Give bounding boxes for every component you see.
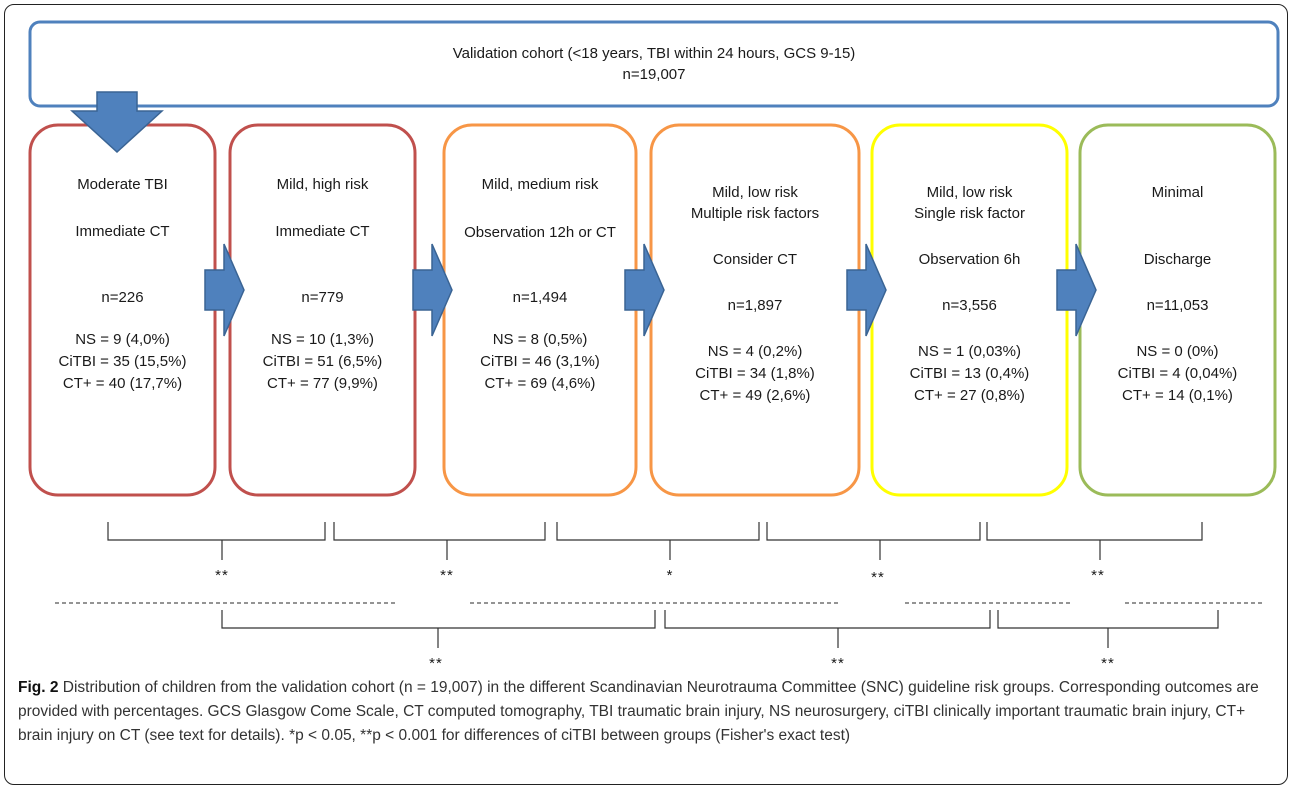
bracket-combined-1	[221, 610, 656, 648]
group-n: n=226	[101, 289, 144, 306]
bracket-combined-3	[997, 610, 1219, 648]
group-citbi: CiTBI = 35 (15,5%)	[58, 353, 187, 370]
group-subcategory: Single risk factor	[914, 205, 1025, 222]
cohort-title: Validation cohort (<18 years, TBI within…	[452, 45, 856, 62]
comparison-brackets-combined	[221, 610, 1219, 648]
group-ctplus: CT+ = 40 (17,7%)	[62, 375, 183, 392]
group-n: n=779	[301, 289, 344, 306]
significance-marker: **	[1091, 567, 1105, 584]
group-category: Mild, low risk	[926, 184, 1013, 201]
group-category: Minimal	[1151, 184, 1204, 201]
group-category: Mild, high risk	[276, 176, 369, 193]
right-arrow-icon	[846, 243, 887, 337]
right-arrow-icon	[1056, 243, 1097, 337]
figure-caption: Fig. 2 Distribution of children from the…	[18, 676, 1280, 748]
group-action: Observation 12h or CT	[464, 224, 616, 241]
group-action: Consider CT	[712, 251, 798, 268]
bracket-combined-2	[664, 610, 991, 648]
caption-label: Fig. 2	[18, 679, 59, 696]
group-action: Immediate CT	[275, 223, 370, 240]
group-ns: NS = 10 (1,3%)	[271, 331, 374, 348]
group-ns: NS = 1 (0,03%)	[918, 343, 1021, 360]
group-category: Moderate TBI	[77, 176, 168, 193]
group-action: Observation 6h	[918, 251, 1021, 268]
cohort-count: n=19,007	[622, 66, 686, 83]
cohort-box	[28, 20, 1280, 108]
group-n: n=3,556	[942, 297, 997, 314]
group-ctplus: CT+ = 69 (4,6%)	[484, 375, 596, 392]
group-citbi: CiTBI = 46 (3,1%)	[480, 353, 600, 370]
group-ns: NS = 8 (0,5%)	[492, 331, 588, 348]
significance-marker: **	[871, 569, 885, 586]
group-ns: NS = 4 (0,2%)	[707, 343, 803, 360]
bracket-2-3	[333, 522, 546, 560]
significance-marker: **	[429, 655, 443, 672]
group-ctplus: CT+ = 14 (0,1%)	[1122, 387, 1233, 404]
right-arrow-icon	[204, 243, 245, 337]
significance-marker: **	[1101, 655, 1115, 672]
bracket-1-2	[107, 522, 326, 560]
figure-frame	[4, 4, 1288, 785]
caption-text: Distribution of children from the valida…	[18, 679, 1259, 744]
group-n: n=1,494	[512, 289, 568, 306]
group-action: Discharge	[1143, 251, 1212, 268]
bracket-3-4	[556, 522, 760, 560]
group-ns: NS = 0 (0%)	[1136, 343, 1219, 360]
group-citbi: CiTBI = 34 (1,8%)	[695, 365, 815, 382]
bracket-5-6	[986, 522, 1203, 560]
group-ns: NS = 9 (4,0%)	[75, 331, 170, 348]
group-category: Mild, medium risk	[481, 176, 599, 193]
group-citbi: CiTBI = 4 (0,04%)	[1117, 365, 1238, 382]
bracket-4-5	[766, 522, 981, 560]
group-ctplus: CT+ = 77 (9,9%)	[267, 375, 378, 392]
group-citbi: CiTBI = 51 (6,5%)	[262, 353, 383, 370]
group-n: n=11,053	[1146, 297, 1209, 314]
significance-marker: **	[440, 567, 454, 584]
group-ctplus: CT+ = 49 (2,6%)	[699, 387, 811, 404]
significance-marker: *	[666, 567, 674, 584]
group-n: n=1,897	[727, 297, 783, 314]
group-action: Immediate CT	[75, 223, 170, 240]
right-arrow-icon	[412, 243, 453, 337]
down-arrow-icon	[70, 91, 164, 154]
group-ctplus: CT+ = 27 (0,8%)	[914, 387, 1025, 404]
comparison-brackets-adjacent	[107, 522, 1203, 560]
group-subcategory: Multiple risk factors	[690, 205, 820, 222]
significance-marker: **	[215, 567, 229, 584]
significance-marker: **	[831, 655, 845, 672]
group-citbi: CiTBI = 13 (0,4%)	[909, 365, 1030, 382]
right-arrow-icon	[624, 243, 665, 337]
group-category: Mild, low risk	[712, 184, 798, 201]
